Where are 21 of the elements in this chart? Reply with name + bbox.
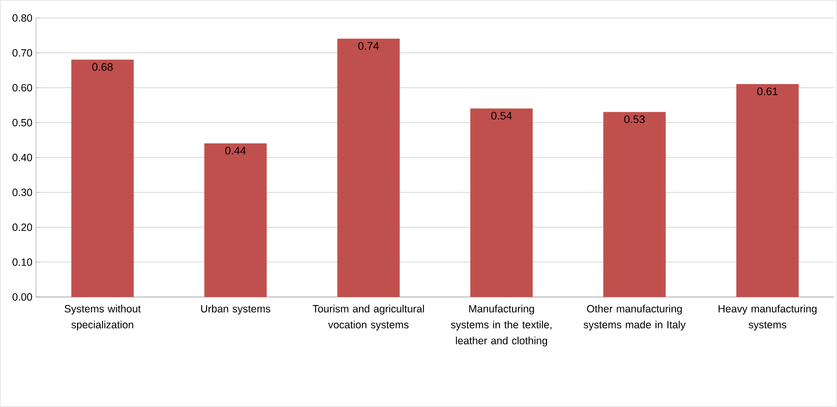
x-tick-label: Manufacturing systems in the textile, leather and clothing [450, 304, 552, 346]
y-tick-label: 0.40 [12, 154, 32, 162]
y-tick-label: 0.80 [12, 14, 32, 22]
y-tick-label: 0.60 [12, 84, 32, 92]
x-tick-label: Tourism and agricultural vocation systems [312, 304, 424, 330]
y-tick-label: 0.00 [12, 293, 32, 301]
y-tick-label: 0.70 [12, 49, 32, 57]
data-label: 0.54 [491, 112, 512, 120]
y-tick-label: 0.30 [12, 188, 32, 196]
x-tick-label: Heavy manufacturing systems [718, 304, 817, 330]
x-tick-label: Other manufacturing systems made in Italy [584, 304, 686, 330]
data-label: 0.74 [358, 42, 379, 50]
y-tick-label: 0.50 [12, 118, 32, 126]
data-label: 0.53 [624, 115, 645, 124]
data-label: 0.61 [757, 87, 778, 96]
y-tick-label: 0.20 [12, 224, 32, 231]
data-label: 0.44 [225, 146, 246, 154]
x-tick-label: Urban systems [201, 304, 270, 315]
y-tick-label: 0.10 [12, 258, 32, 266]
data-label: 0.68 [92, 63, 113, 71]
x-tick-label: Systems without specialization [64, 304, 141, 330]
